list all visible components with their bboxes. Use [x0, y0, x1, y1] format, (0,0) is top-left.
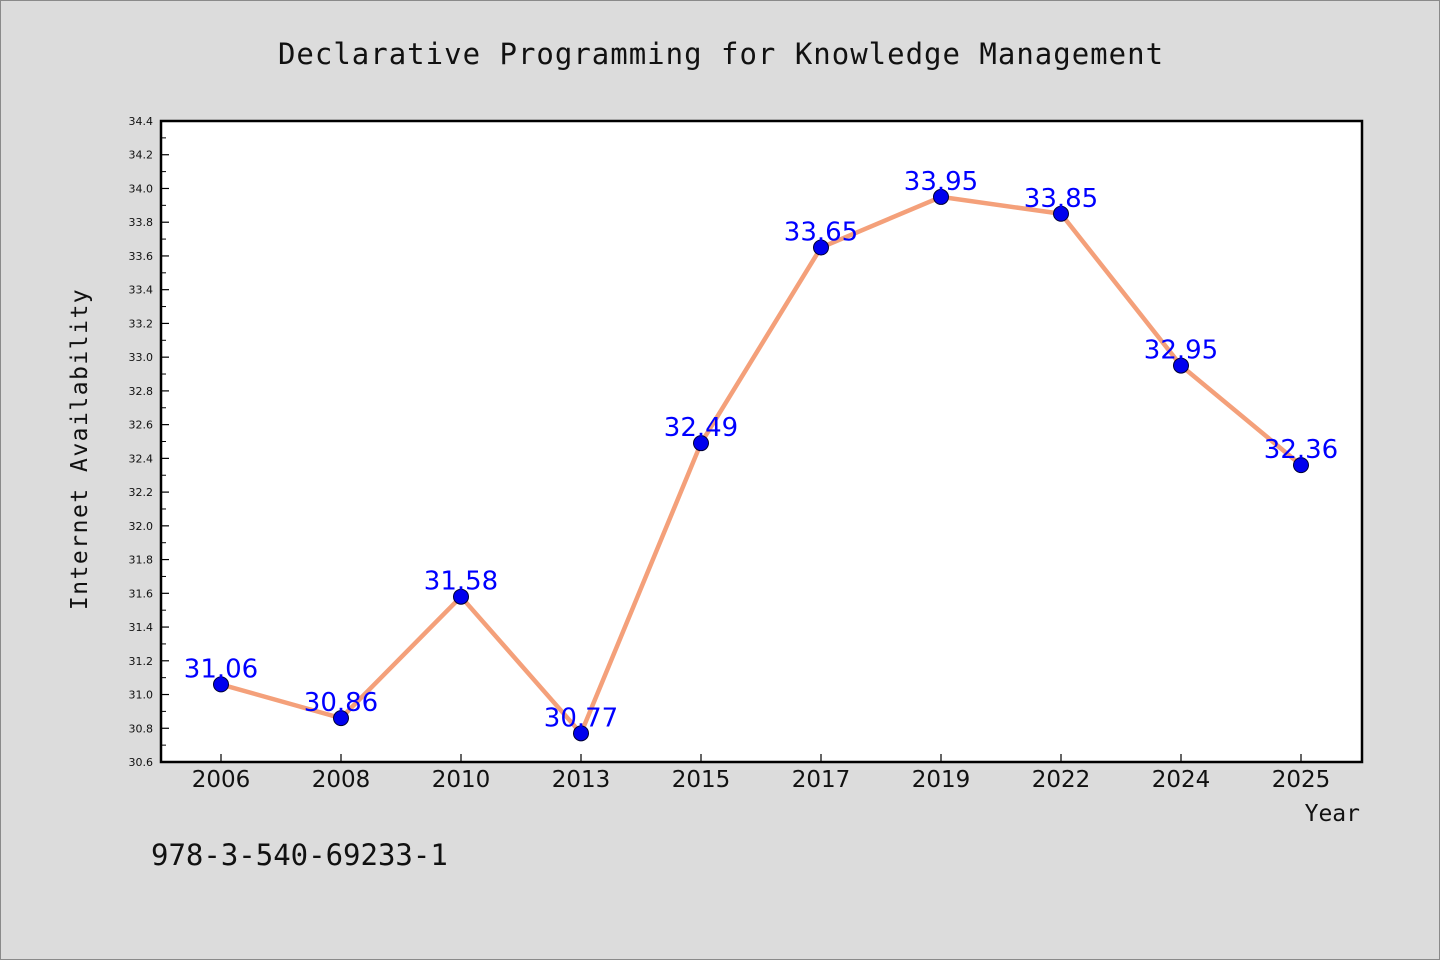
data-label: 32.95 — [1144, 336, 1218, 366]
data-point — [213, 676, 229, 693]
y-tick-label: 31.6 — [129, 587, 154, 600]
y-tick-label: 32.4 — [129, 452, 154, 465]
data-label: 32.36 — [1264, 435, 1338, 465]
x-tick-label: 2017 — [792, 767, 851, 793]
y-axis-label: Internet Availability — [67, 288, 93, 610]
y-tick-label: 33.4 — [129, 284, 154, 297]
y-tick-label: 31.0 — [129, 689, 154, 702]
data-point — [933, 188, 949, 205]
x-tick-label: 2019 — [912, 767, 971, 793]
y-tick-label: 34.2 — [129, 149, 154, 162]
data-label: 30.77 — [544, 703, 618, 733]
x-tick-label: 2025 — [1272, 767, 1331, 793]
x-tick-label: 2015 — [672, 767, 731, 793]
data-label: 31.06 — [184, 654, 258, 684]
x-tick-label: 2006 — [192, 767, 251, 793]
y-tick-label: 31.8 — [129, 554, 154, 567]
data-label: 33.95 — [904, 167, 978, 197]
y-tick-label: 33.6 — [129, 250, 154, 263]
y-tick-label: 34.4 — [129, 115, 154, 128]
data-label: 33.65 — [784, 218, 858, 248]
data-point — [453, 588, 469, 605]
x-tick-label: 2013 — [552, 767, 611, 793]
data-label: 32.49 — [664, 413, 738, 443]
y-tick-label: 31.4 — [129, 621, 154, 634]
isbn-label: 978-3-540-69233-1 — [151, 838, 448, 872]
y-tick-label: 34.0 — [129, 182, 154, 195]
chart-title: Declarative Programming for Knowledge Ma… — [278, 37, 1164, 71]
data-point — [1293, 457, 1309, 474]
y-tick-label: 32.2 — [129, 486, 154, 499]
data-point — [1053, 205, 1069, 222]
y-tick-label: 33.2 — [129, 317, 154, 330]
y-axis: 30.6 30.8 31.0 31.2 31.4 31.6 31.8 32.0 32.2 32.4… — [129, 115, 169, 769]
x-axis: 2006 2008 2010 2013 2015 2017 2019 2022 2024 2025 — [192, 754, 1331, 793]
x-tick-label: 2010 — [432, 767, 491, 793]
y-tick-label: 30.8 — [129, 722, 154, 735]
x-axis-label: Year — [1305, 801, 1360, 827]
y-tick-label: 32.0 — [129, 520, 154, 533]
x-tick-label: 2008 — [312, 767, 371, 793]
y-tick-label: 33.0 — [129, 351, 154, 364]
series-group: 31.06 30.86 31.58 30.77 32.49 33.65 33.95 33.85… — [184, 167, 1338, 742]
data-point — [573, 725, 589, 742]
y-tick-label: 32.6 — [129, 419, 154, 432]
data-label: 31.58 — [424, 567, 498, 597]
y-tick-label: 31.2 — [129, 655, 154, 668]
y-tick-label: 32.8 — [129, 385, 154, 398]
y-tick-label: 33.8 — [129, 216, 154, 229]
data-point — [813, 239, 829, 256]
series-line — [218, 194, 1304, 736]
data-point — [333, 710, 349, 727]
x-tick-label: 2024 — [1152, 767, 1211, 793]
data-point — [1173, 357, 1189, 374]
data-point — [693, 435, 709, 452]
plot-area — [159, 119, 1364, 764]
data-label: 33.85 — [1024, 184, 1098, 214]
data-label: 30.86 — [304, 688, 378, 718]
x-tick-label: 2022 — [1032, 767, 1091, 793]
y-tick-label: 30.6 — [129, 756, 154, 769]
